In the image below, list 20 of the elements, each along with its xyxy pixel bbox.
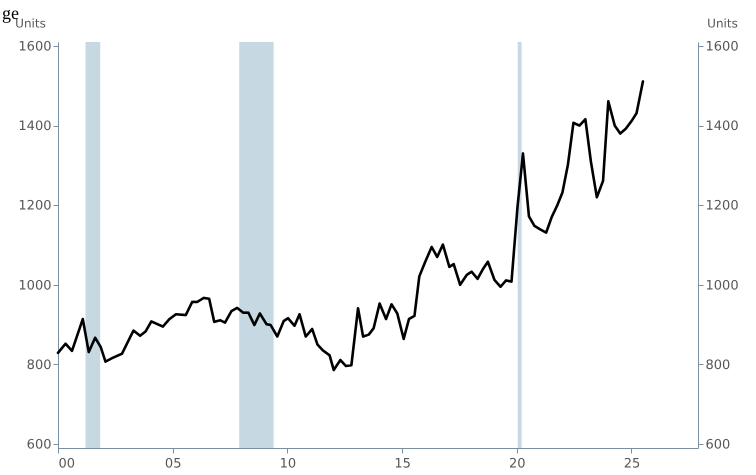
- y2-tick-label: 800: [706, 358, 730, 373]
- y2-tick-label: 1400: [706, 119, 739, 134]
- x-tick-label: 15: [394, 456, 411, 472]
- line-series: [56, 80, 644, 372]
- y-tick-label: 800: [26, 358, 52, 373]
- x-tick-label: 25: [624, 456, 640, 472]
- y2-tick-label: 1200: [706, 198, 739, 214]
- x-tick-label: 20: [509, 456, 526, 472]
- y-tick-label: 1200: [18, 198, 52, 214]
- y-tick-label: 600: [26, 438, 52, 453]
- y-tick-label: 1000: [18, 278, 52, 294]
- x-tick-label: 00: [58, 456, 76, 472]
- y-tick-label: 1600: [18, 39, 52, 54]
- y2-tick-label: 1000: [706, 278, 739, 294]
- x-tick-label: 10: [280, 456, 296, 472]
- y2-tick-label: 600: [706, 438, 730, 453]
- x-tick-label: 05: [164, 456, 182, 472]
- y-tick-label: 1400: [18, 119, 52, 134]
- y2-axis-title: Units: [707, 16, 738, 30]
- y2-tick-label: 1600: [706, 39, 739, 54]
